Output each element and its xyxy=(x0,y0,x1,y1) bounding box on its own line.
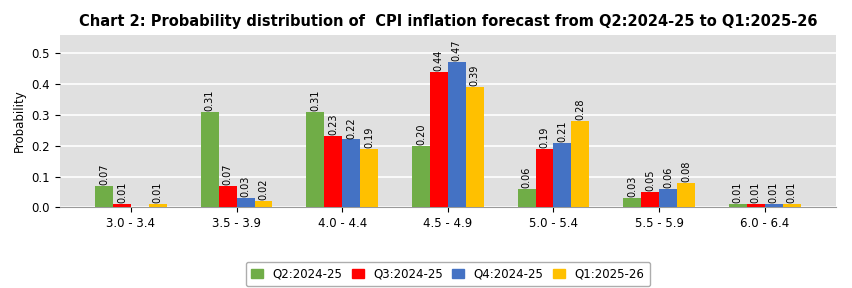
Title: Chart 2: Probability distribution of  CPI inflation forecast from Q2:2024-25 to : Chart 2: Probability distribution of CPI… xyxy=(78,14,816,29)
Bar xyxy=(412,146,429,207)
Bar xyxy=(623,198,641,207)
Text: 0.07: 0.07 xyxy=(222,163,233,185)
Bar xyxy=(254,201,272,207)
Bar xyxy=(447,62,465,207)
Bar xyxy=(764,204,782,207)
Text: 0.01: 0.01 xyxy=(732,182,742,203)
Text: 0.19: 0.19 xyxy=(538,126,549,148)
Text: 0.01: 0.01 xyxy=(768,182,778,203)
Bar xyxy=(659,189,676,207)
Legend: Q2:2024-25, Q3:2024-25, Q4:2024-25, Q1:2025-26: Q2:2024-25, Q3:2024-25, Q4:2024-25, Q1:2… xyxy=(245,262,649,287)
Text: 0.39: 0.39 xyxy=(469,65,479,86)
Text: 0.28: 0.28 xyxy=(575,98,584,120)
Bar xyxy=(535,149,553,207)
Text: 0.22: 0.22 xyxy=(346,117,356,139)
Bar xyxy=(553,143,571,207)
Text: 0.06: 0.06 xyxy=(662,166,672,188)
Text: 0.31: 0.31 xyxy=(204,89,215,111)
Text: 0.20: 0.20 xyxy=(416,123,425,145)
Text: 0.03: 0.03 xyxy=(626,176,636,197)
Bar xyxy=(465,87,483,207)
Text: 0.01: 0.01 xyxy=(117,182,127,203)
Text: 0.07: 0.07 xyxy=(99,163,109,185)
Bar xyxy=(218,186,236,207)
Text: 0.01: 0.01 xyxy=(786,182,796,203)
Text: 0.01: 0.01 xyxy=(153,182,163,203)
Bar xyxy=(571,121,589,207)
Bar xyxy=(236,198,254,207)
Bar xyxy=(112,204,130,207)
Text: 0.31: 0.31 xyxy=(310,89,320,111)
Text: 0.06: 0.06 xyxy=(521,166,531,188)
Bar xyxy=(728,204,746,207)
Bar xyxy=(360,149,377,207)
Bar xyxy=(782,204,800,207)
Bar xyxy=(149,204,167,207)
Y-axis label: Probability: Probability xyxy=(13,90,26,152)
Text: 0.44: 0.44 xyxy=(434,49,443,71)
Text: 0.21: 0.21 xyxy=(557,120,567,142)
Text: 0.02: 0.02 xyxy=(258,179,268,200)
Bar xyxy=(641,192,659,207)
Text: 0.03: 0.03 xyxy=(240,176,250,197)
Text: 0.23: 0.23 xyxy=(328,114,337,135)
Bar xyxy=(746,204,764,207)
Bar xyxy=(95,186,112,207)
Bar xyxy=(429,72,447,207)
Bar xyxy=(342,139,360,207)
Text: 0.01: 0.01 xyxy=(750,182,760,203)
Bar xyxy=(324,137,342,207)
Bar xyxy=(306,112,324,207)
Bar xyxy=(200,112,218,207)
Text: 0.47: 0.47 xyxy=(452,40,461,61)
Bar xyxy=(517,189,535,207)
Text: 0.19: 0.19 xyxy=(364,126,374,148)
Text: 0.08: 0.08 xyxy=(680,160,690,182)
Text: 0.05: 0.05 xyxy=(644,170,654,191)
Bar xyxy=(676,183,694,207)
